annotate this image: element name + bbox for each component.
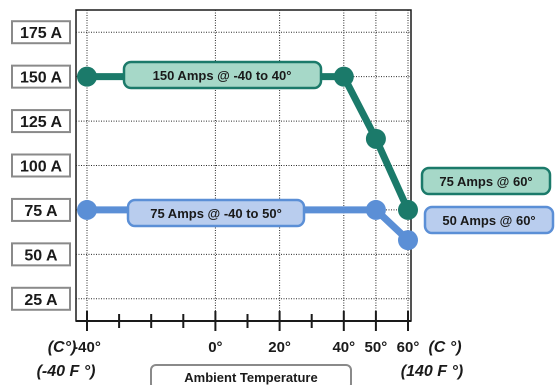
y-tick-label: 75 A: [24, 203, 58, 220]
x-tick-label: -40°: [73, 339, 101, 356]
y-tick-label: 125 A: [20, 114, 63, 131]
series-0-annotation-box: [420, 166, 552, 196]
series-1-annotation-box: [126, 198, 306, 228]
y-tick-box: [11, 109, 71, 134]
y-tick-label: 175 A: [20, 25, 63, 42]
series-0-point: [398, 199, 418, 220]
series-0-annotation-label: 150 Amps @ -40 to 40°: [153, 68, 292, 83]
x-unit-celsius-left: (C°): [48, 339, 77, 356]
series-1-annotation-label: 75 Amps @ -40 to 50°: [150, 206, 282, 221]
y-tick-box: [11, 286, 71, 311]
series-0-point: [77, 66, 97, 87]
x-axis-title-box: [150, 364, 352, 385]
series-0-annotation-box: [122, 60, 323, 90]
x-axis-title: Ambient Temperature: [184, 370, 317, 385]
y-tick-box: [11, 20, 71, 45]
y-tick-box: [11, 242, 71, 267]
x-unit-celsius-right: (C °): [428, 339, 461, 356]
y-tick-label: 100 A: [20, 159, 63, 176]
series-1-annotation-label: 50 Amps @ 60°: [442, 213, 535, 228]
series-1-point: [365, 199, 386, 220]
y-tick-label: 50 A: [24, 247, 58, 264]
series-1-point: [77, 199, 97, 220]
series-0-annotation-label: 75 Amps @ 60°: [439, 174, 532, 189]
series-0-point: [365, 128, 386, 149]
series-0-point: [333, 66, 354, 87]
x-tick-label: 20°: [268, 339, 291, 356]
y-tick-box: [11, 64, 71, 89]
series-1-point: [398, 230, 418, 251]
series-1-annotation-box: [423, 205, 555, 235]
x-tick-label: 0°: [208, 339, 222, 356]
y-tick-label: 25 A: [24, 292, 58, 309]
y-tick-box: [11, 153, 71, 178]
y-tick-label: 150 A: [20, 70, 63, 87]
x-tick-label: 40°: [332, 339, 355, 356]
x-tick-label: 60°: [397, 339, 420, 356]
y-tick-box: [11, 197, 71, 222]
x-tick-label: 50°: [365, 339, 388, 356]
x-unit-fahrenheit-left: (-40 F °): [37, 363, 96, 380]
x-unit-fahrenheit-right: (140 F °): [401, 363, 463, 380]
